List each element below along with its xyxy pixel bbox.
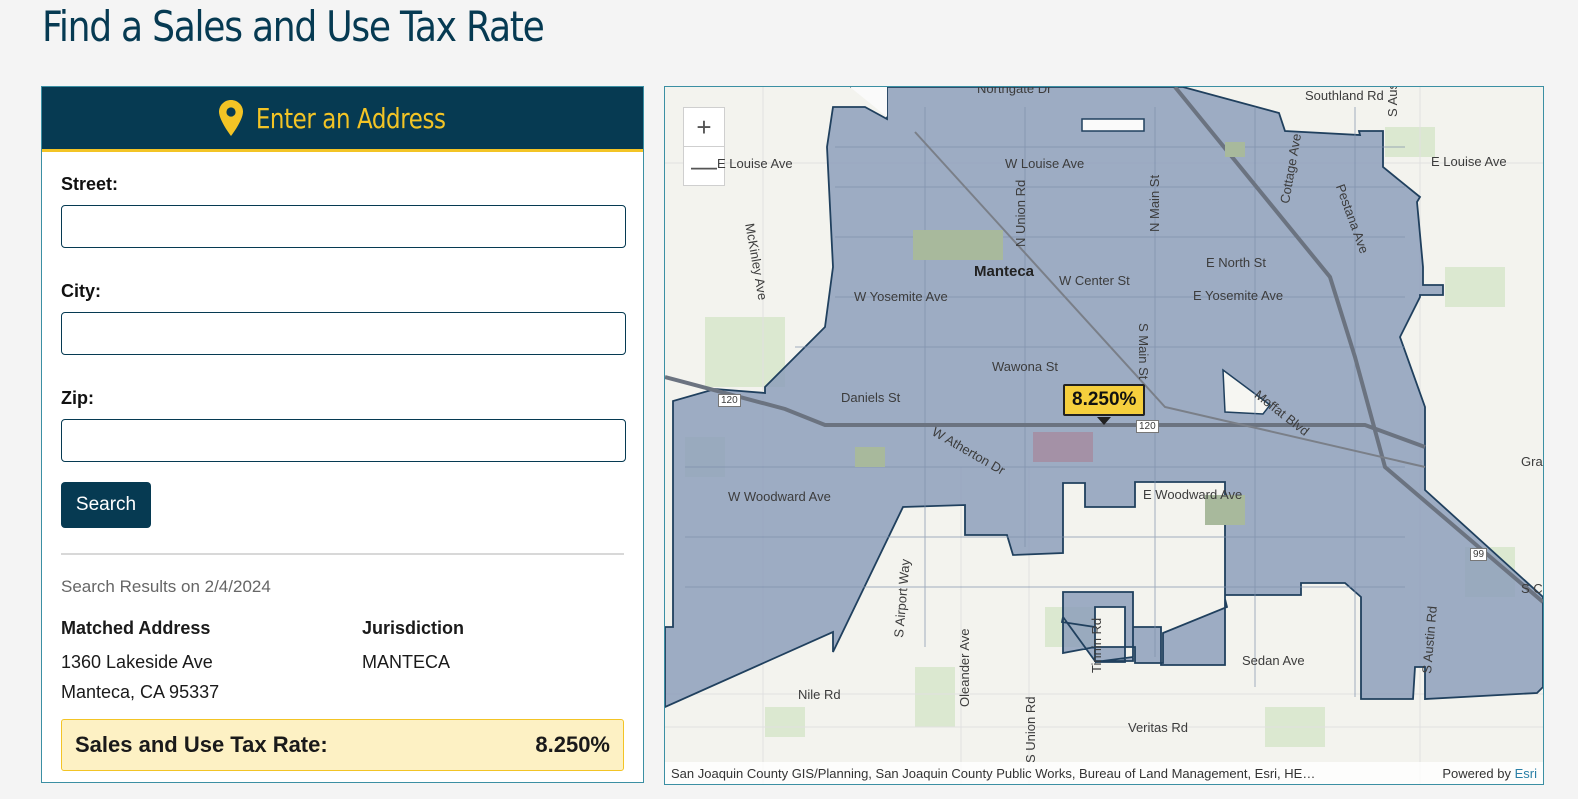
- matched-address-label: Matched Address: [61, 618, 211, 638]
- white-hole-3: [850, 87, 887, 117]
- panel-header-title: Enter an Address: [255, 101, 446, 135]
- road-label-oleander: Oleander Ave: [957, 628, 972, 707]
- road-label-w-yosemite: W Yosemite Ave: [854, 289, 948, 304]
- road-label-e-yosemite: E Yosemite Ave: [1193, 288, 1284, 303]
- page-title: Find a Sales and Use Tax Rate: [42, 2, 545, 51]
- esri-link[interactable]: Esri: [1514, 765, 1537, 781]
- city-label: Manteca: [974, 263, 1035, 280]
- red-parcel: [1033, 432, 1093, 462]
- zoom-controls: + —: [683, 107, 725, 186]
- divider: [61, 553, 624, 555]
- city-input[interactable]: [61, 312, 626, 355]
- map-attribution: San Joaquin County GIS/Planning, San Joa…: [665, 762, 1543, 784]
- search-button[interactable]: Search: [61, 482, 151, 528]
- road-label-s-main: S Main St: [1136, 323, 1151, 380]
- results-date: Search Results on 2/4/2024: [61, 577, 271, 596]
- railroad: [914, 131, 1426, 468]
- address-line-1: 1360 Lakeside Ave: [61, 652, 213, 672]
- tax-rate-box: Sales and Use Tax Rate: 8.250%: [61, 719, 624, 771]
- powered-by-text: Powered by: [1442, 765, 1511, 781]
- highway-120: [665, 375, 1426, 449]
- road-label-nile: Nile Rd: [798, 687, 841, 702]
- road-label-n-union: N Union Rd: [1013, 179, 1028, 247]
- address-panel: Enter an Address Street: City: Zip: Sear…: [41, 86, 644, 783]
- road-label-e-woodward: E Woodward Ave: [1143, 487, 1243, 502]
- road-label-e-louise-left: E Louise Ave: [717, 156, 793, 171]
- road-label-n-main: N Main St: [1147, 174, 1162, 232]
- tax-rate-map[interactable]: + — Northgate Dr Southland Rd S Austin R…: [664, 86, 1544, 785]
- parks: [855, 142, 1245, 525]
- road-label-northgate: Northgate Dr: [977, 86, 1052, 96]
- zoom-in-button[interactable]: +: [696, 111, 712, 142]
- zoom-out-button[interactable]: —: [684, 146, 724, 185]
- road-label-w-center: W Center St: [1059, 273, 1130, 288]
- attribution-text: San Joaquin County GIS/Planning, San Joa…: [671, 765, 1316, 781]
- city-label: City:: [61, 281, 101, 301]
- rate-callout-pointer: [1097, 417, 1111, 425]
- results-grid: Matched Address 1360 Lakeside Ave Mantec…: [61, 618, 624, 707]
- road-label-s-union: S Union Rd: [1023, 696, 1038, 763]
- highway-shield-99: 99: [1470, 548, 1488, 561]
- rate-callout[interactable]: 8.250%: [1063, 384, 1146, 416]
- jurisdiction-value: MANTECA: [362, 652, 451, 672]
- jurisdiction-column: Jurisdiction MANTECA: [362, 618, 464, 707]
- jurisdiction-label: Jurisdiction: [362, 618, 465, 638]
- road-label-s-austin-top: S Austin R: [1385, 86, 1400, 117]
- address-form: Street: City: Zip: Search Search Results…: [42, 152, 643, 771]
- road-label-e-north: E North St: [1206, 255, 1266, 270]
- road-label-tinnin: Tinnin Rd: [1089, 617, 1104, 673]
- map-canvas[interactable]: [665, 87, 1544, 785]
- road-label-w-woodward: W Woodward Ave: [728, 489, 831, 504]
- street-label: Street:: [61, 174, 119, 194]
- road-label-gra: Gra: [1521, 454, 1543, 469]
- road-label-e-louise-right: E Louise Ave: [1431, 154, 1507, 169]
- tax-rate-label: Sales and Use Tax Rate:: [75, 732, 328, 757]
- tax-rate-value: 8.250%: [535, 732, 610, 757]
- road-label-southland: Southland Rd: [1305, 88, 1384, 103]
- road-label-daniels: Daniels St: [841, 390, 901, 405]
- map-pin-icon: [218, 100, 243, 136]
- road-label-sc: S C: [1521, 581, 1543, 596]
- highway-99: [1173, 87, 1543, 604]
- white-hole-1: [1222, 368, 1272, 415]
- highway-shield-120b: 120: [1136, 420, 1159, 433]
- highway-shield-120a: 120: [718, 394, 741, 407]
- zip-label: Zip:: [61, 388, 94, 408]
- zip-input[interactable]: [61, 419, 626, 462]
- road-label-veritas: Veritas Rd: [1128, 720, 1188, 735]
- road-label-sedan: Sedan Ave: [1242, 653, 1305, 668]
- powered-by: Powered by Esri: [1442, 766, 1537, 781]
- matched-address-column: Matched Address 1360 Lakeside Ave Mantec…: [61, 618, 362, 707]
- street-input[interactable]: [61, 205, 626, 248]
- panel-header: Enter an Address: [42, 87, 643, 152]
- white-hole-2: [1081, 118, 1145, 132]
- address-line-2: Manteca, CA 95337: [61, 682, 220, 702]
- road-label-wawona: Wawona St: [992, 359, 1058, 374]
- road-label-w-louise: W Louise Ave: [1005, 156, 1085, 171]
